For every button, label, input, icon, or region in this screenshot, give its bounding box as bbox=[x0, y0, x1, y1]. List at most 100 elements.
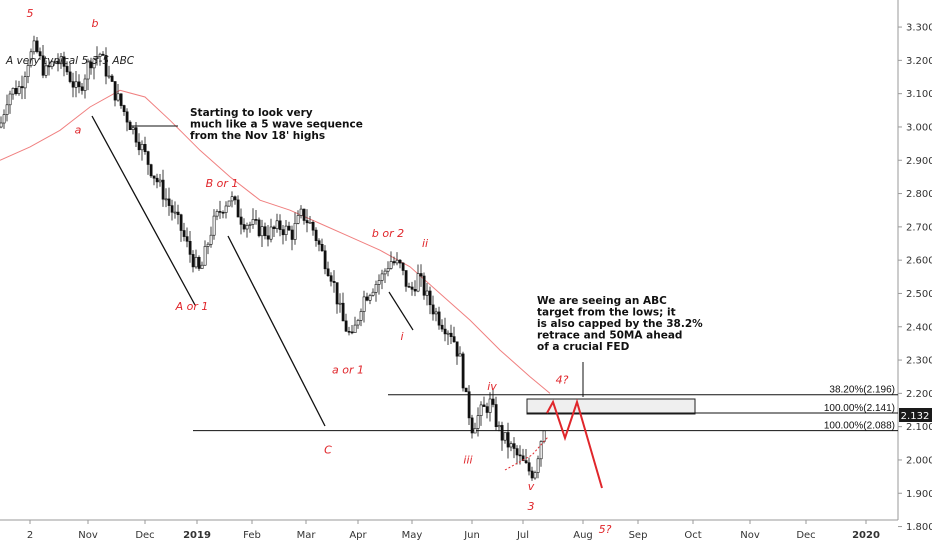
candle-body bbox=[338, 302, 342, 305]
candle-body bbox=[461, 353, 465, 389]
candle-body bbox=[326, 268, 330, 276]
price-tick-label: 2.500 bbox=[906, 289, 932, 300]
candle-body bbox=[533, 472, 537, 479]
candle-body bbox=[92, 58, 96, 69]
candle-body bbox=[509, 443, 513, 448]
candle-body bbox=[398, 259, 402, 264]
note-2-line-5: of a crucial FED bbox=[537, 341, 630, 353]
candle-body bbox=[329, 275, 333, 282]
candle-body bbox=[140, 144, 144, 151]
candle-body bbox=[278, 220, 282, 230]
candle-body bbox=[542, 430, 546, 442]
candle-body bbox=[506, 432, 510, 448]
candle-body bbox=[512, 443, 516, 449]
candle-body bbox=[419, 273, 423, 277]
price-tick-label: 2.600 bbox=[906, 256, 932, 267]
candle-body bbox=[521, 455, 525, 461]
candle-body bbox=[131, 127, 135, 130]
candle-body bbox=[0, 122, 3, 128]
time-axis[interactable]: 2 Nov Dec 2019 Feb Mar Apr May Jun Jul Aug Sep Oct No… bbox=[27, 520, 880, 541]
price-tick-label: 2.900 bbox=[906, 156, 932, 167]
ma50-line bbox=[0, 89, 551, 394]
candle-body bbox=[197, 256, 201, 269]
candle-body bbox=[95, 56, 99, 60]
candle-body bbox=[488, 398, 492, 413]
candle-body bbox=[89, 61, 93, 69]
price-tick-label: 3.100 bbox=[906, 89, 932, 100]
candle-body bbox=[101, 53, 105, 56]
candle-body bbox=[404, 270, 408, 287]
candle-body bbox=[38, 51, 42, 57]
time-tick-label: 2 bbox=[27, 530, 33, 541]
note-2-line-2: target from the lows; it bbox=[537, 307, 676, 319]
price-tick-label: 2.200 bbox=[906, 389, 932, 400]
wave-label: 5? bbox=[599, 523, 612, 536]
candle-body bbox=[497, 425, 501, 428]
candle-body bbox=[416, 273, 420, 292]
candle-body bbox=[464, 387, 468, 393]
price-tick-label: 1.800 bbox=[906, 522, 932, 533]
candle-body bbox=[176, 211, 180, 216]
time-tick-label: Jun bbox=[463, 530, 480, 541]
candles bbox=[0, 35, 546, 481]
candle-body bbox=[287, 225, 291, 231]
candle-body bbox=[35, 40, 39, 52]
candle-body bbox=[350, 331, 354, 334]
wave-label: B or 1 bbox=[206, 177, 239, 190]
candle-body bbox=[476, 415, 480, 429]
price-tick-label: 3.000 bbox=[906, 122, 932, 133]
candle-body bbox=[524, 460, 528, 464]
candle-body bbox=[374, 283, 378, 293]
candle-body bbox=[107, 75, 111, 78]
chart-title: A very typical 5-3-5 ABC bbox=[5, 55, 135, 67]
candle-body bbox=[65, 66, 69, 73]
time-tick-label: Oct bbox=[684, 530, 701, 541]
candle-body bbox=[401, 262, 405, 271]
wave-label: C bbox=[324, 443, 332, 456]
price-tick-label: 2.800 bbox=[906, 189, 932, 200]
price-tick-label: 2.100 bbox=[906, 422, 932, 433]
candle-body bbox=[383, 270, 387, 275]
candle-body bbox=[473, 428, 477, 434]
candle-body bbox=[302, 208, 306, 221]
candle-body bbox=[458, 353, 462, 357]
wave-label: i bbox=[400, 330, 403, 343]
candle-body bbox=[227, 200, 231, 207]
trend-line-c bbox=[227, 235, 326, 427]
candle-body bbox=[539, 441, 543, 460]
candle-body bbox=[218, 211, 222, 213]
candle-body bbox=[50, 61, 54, 67]
candle-body bbox=[335, 282, 339, 305]
candle-body bbox=[209, 234, 213, 245]
candle-body bbox=[353, 324, 357, 333]
candle-body bbox=[77, 81, 81, 88]
candle-body bbox=[437, 311, 441, 326]
candle-body bbox=[446, 332, 450, 335]
candle-body bbox=[17, 86, 21, 94]
candle-body bbox=[293, 223, 297, 240]
candle-body bbox=[155, 177, 159, 183]
candle-body bbox=[320, 244, 324, 252]
wave-label: 4? bbox=[556, 373, 569, 386]
candle-body bbox=[395, 259, 399, 264]
candle-body bbox=[104, 55, 108, 77]
fib-levels[interactable]: 38.20%(2.196) 100.00%(2.141) 100.00%(2.088… bbox=[193, 385, 898, 432]
candle-body bbox=[356, 319, 360, 326]
candle-body bbox=[215, 211, 219, 217]
candle-body bbox=[467, 391, 471, 419]
candle-body bbox=[281, 229, 285, 236]
wave-label: b bbox=[92, 17, 99, 30]
candle-body bbox=[407, 286, 411, 288]
candle-body bbox=[365, 296, 369, 301]
price-axis[interactable]: 3.6003.5003.4003.3003.2003.1003.0002.900… bbox=[898, 0, 932, 533]
candle-body bbox=[119, 93, 123, 106]
candle-body bbox=[503, 432, 507, 441]
time-tick-label: Sep bbox=[629, 530, 648, 541]
candle-body bbox=[377, 280, 381, 285]
time-tick-label: Mar bbox=[297, 530, 317, 541]
note-2-line-4: retrace and 50MA ahead bbox=[537, 330, 682, 342]
candle-body bbox=[254, 219, 258, 221]
candle-body bbox=[206, 243, 210, 247]
projection-path bbox=[546, 398, 603, 489]
